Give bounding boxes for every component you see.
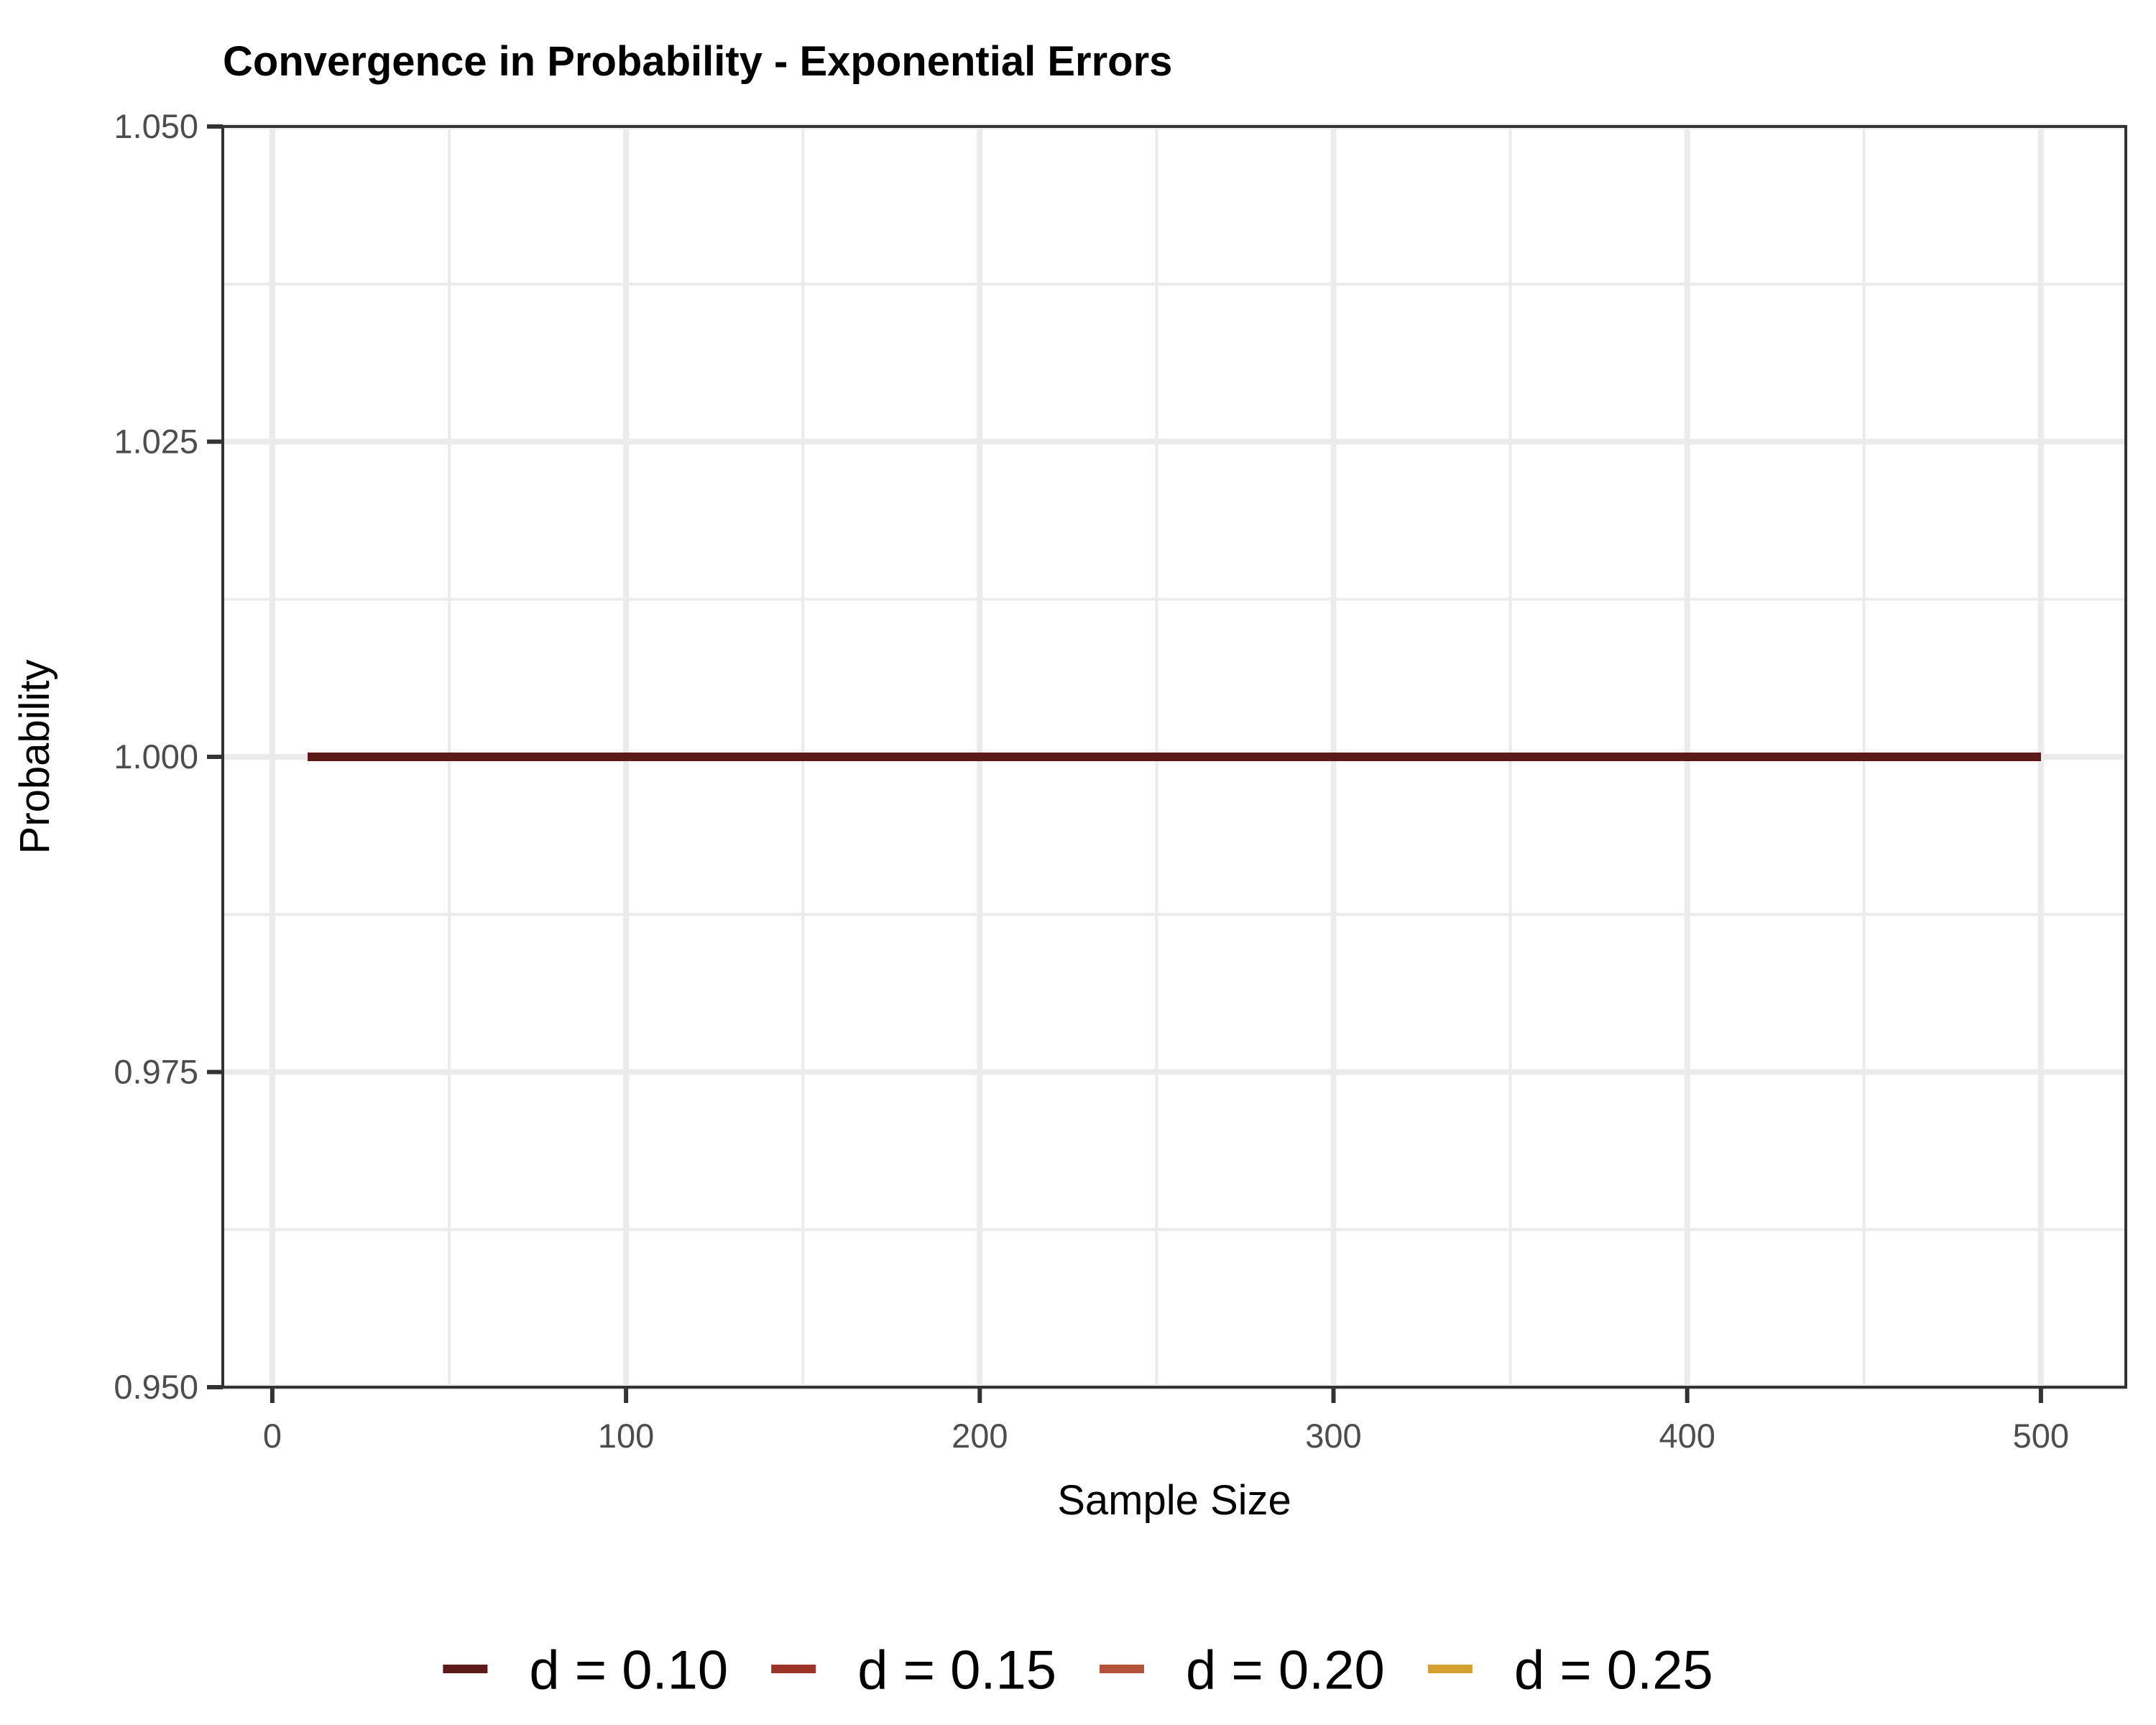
legend-label: d = 0.10: [529, 1639, 728, 1701]
x-tick-label: 500: [2013, 1417, 2069, 1455]
y-tick-label: 1.050: [114, 107, 198, 145]
y-tick-label: 0.975: [114, 1053, 198, 1091]
x-axis-title: Sample Size: [1057, 1477, 1291, 1524]
y-axis-title: Probability: [11, 660, 58, 855]
x-tick-label: 0: [263, 1417, 282, 1455]
x-tick-label: 300: [1305, 1417, 1361, 1455]
y-tick-label: 0.950: [114, 1368, 198, 1406]
legend-label: d = 0.20: [1186, 1639, 1385, 1701]
legend-item: d = 0.15: [771, 1639, 1056, 1701]
legend: d = 0.10 d = 0.15 d = 0.20 d = 0.25: [443, 1639, 1713, 1701]
chart-title: Convergence in Probability - Exponential…: [223, 38, 1172, 85]
legend-label: d = 0.25: [1514, 1639, 1713, 1701]
x-tick-label: 400: [1659, 1417, 1715, 1455]
legend-label: d = 0.15: [857, 1639, 1056, 1701]
x-tick-label: 100: [598, 1417, 654, 1455]
x-tick-label: 200: [952, 1417, 1008, 1455]
legend-item: d = 0.10: [443, 1639, 728, 1701]
y-tick-label: 1.025: [114, 423, 198, 461]
legend-item: d = 0.25: [1427, 1639, 1713, 1701]
axes: 0.950 0.975 1.000 1.025 1.050 0 100 200 300 400 50…: [114, 107, 2069, 1455]
y-tick-label: 1.000: [114, 737, 198, 776]
legend-item: d = 0.20: [1100, 1639, 1385, 1701]
